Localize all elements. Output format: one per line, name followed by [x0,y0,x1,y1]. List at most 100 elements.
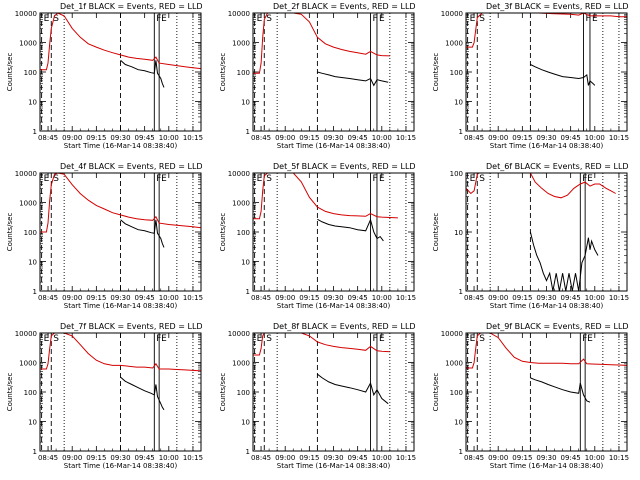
y-tick-label: 1000 [232,360,250,368]
x-tick-label: 08:45 [251,454,271,462]
x-tick-label: 10:15 [609,134,629,142]
y-tick-label: 10 [28,419,37,427]
x-tick-label: 08:45 [464,294,484,302]
plot-frame [252,332,415,452]
series-group [466,333,627,403]
marker-label: S [266,334,272,344]
detector-panel-7: Det_7f BLACK = Events, RED = LLD 1 10 100 10… [6,322,203,470]
y-tick-label: 100 [450,170,463,178]
panel-title: Det_4f BLACK = Events, RED = LLD [60,162,203,171]
x-tick-label: 09:00 [275,294,295,302]
y-tick-label: 100 [24,389,37,397]
series-group [253,13,390,87]
detector-panel-6: Det_6f BLACK = Events, RED = LLD 1 10 100 08… [432,162,629,310]
y-tick-label: 10000 [228,330,250,338]
x-tick-label: 09:30 [323,454,343,462]
y-tick-label: 10 [454,419,463,427]
x-tick-label: 09:45 [135,134,155,142]
x-tick-label: 09:30 [536,294,556,302]
panel-title: Det_5f BLACK = Events, RED = LLD [273,162,416,171]
series-group [40,173,201,248]
y-tick-label: 10 [241,419,250,427]
y-axis-label: Counts/sec [6,373,14,412]
x-tick-label: 09:45 [348,454,368,462]
y-axis-label: Counts/sec [6,213,14,252]
marker-label: E [379,174,385,184]
y-tick-label: 100 [450,389,463,397]
x-tick-label: 09:30 [110,134,130,142]
y-tick-label: 10000 [228,10,250,18]
red-lld-series [466,333,627,369]
x-axis-label: Start Time (16-Mar-14 08:38:40) [277,302,391,310]
y-tick-label: 1 [246,128,250,136]
marker-label: F [373,174,378,184]
y-tick-label: 10000 [441,10,463,18]
x-tick-label: 09:45 [561,134,581,142]
y-tick-label: 1 [246,448,250,456]
x-tick-label: 09:45 [561,294,581,302]
marker-label: E [44,14,50,24]
y-tick-label: 100 [450,69,463,77]
plot-frame [39,12,202,132]
marker-label: E [44,174,50,184]
x-tick-label: 09:15 [512,294,532,302]
y-tick-label: 10 [28,259,37,267]
red-lld-series [253,173,398,220]
black-events-series [120,59,165,88]
y-tick-label: 10 [454,99,463,107]
x-tick-label: 10:00 [585,294,605,302]
x-tick-label: 10:00 [585,454,605,462]
x-tick-label: 09:15 [512,134,532,142]
detector-panel-5: Det_5f BLACK = Events, RED = LLD 1 10 100 10… [219,162,416,310]
y-axis-label: Counts/sec [432,373,440,412]
red-lld-series [253,13,390,74]
y-tick-label: 10 [454,229,463,237]
x-tick-label: 09:00 [488,454,508,462]
x-axis-label: Start Time (16-Mar-14 08:38:40) [277,462,391,470]
series-group [253,333,390,405]
x-tick-label: 09:45 [561,454,581,462]
marker-label: E [44,334,50,344]
x-tick-label: 09:00 [275,454,295,462]
x-tick-label: 09:45 [348,294,368,302]
x-tick-label: 10:15 [396,294,416,302]
red-lld-series [466,173,616,199]
marker-label: E [161,14,167,24]
x-tick-label: 08:45 [251,134,271,142]
x-tick-label: 09:45 [135,294,155,302]
panel-title: Det_3f BLACK = Events, RED = LLD [486,2,629,11]
marker-label: E [257,174,263,184]
x-axis-label: Start Time (16-Mar-14 08:38:40) [64,302,178,310]
y-tick-label: 1000 [232,40,250,48]
x-tick-label: 09:30 [110,294,130,302]
y-tick-label: 10 [241,99,250,107]
detector-panel-8: Det_8f BLACK = Events, RED = LLD 1 10 100 10… [219,322,416,470]
y-axis-label: Counts/sec [6,53,14,92]
x-tick-label: 09:45 [135,454,155,462]
black-events-series [120,219,165,248]
x-tick-label: 10:15 [609,454,629,462]
marker-label: S [266,14,272,24]
x-tick-label: 10:00 [159,294,179,302]
x-tick-label: 09:15 [299,134,319,142]
marker-label: F [373,334,378,344]
red-lld-series [466,13,627,48]
x-tick-label: 09:15 [86,454,106,462]
panel-title: Det_9f BLACK = Events, RED = LLD [486,322,629,331]
y-tick-label: 10 [241,259,250,267]
y-tick-label: 1 [33,448,37,456]
y-tick-label: 10000 [15,170,37,178]
panel-title: Det_7f BLACK = Events, RED = LLD [60,322,203,331]
y-axis-label: Counts/sec [219,373,227,412]
y-tick-label: 10000 [228,170,250,178]
plot-frame [465,332,628,452]
panel-title: Det_8f BLACK = Events, RED = LLD [273,322,416,331]
marker-label: E [587,334,593,344]
x-axis-label: Start Time (16-Mar-14 08:38:40) [490,142,604,150]
series-group [466,173,616,291]
panel-title: Det_6f BLACK = Events, RED = LLD [486,162,629,171]
red-lld-series [40,173,201,233]
marker-label: S [266,174,272,184]
black-events-series [317,71,389,87]
